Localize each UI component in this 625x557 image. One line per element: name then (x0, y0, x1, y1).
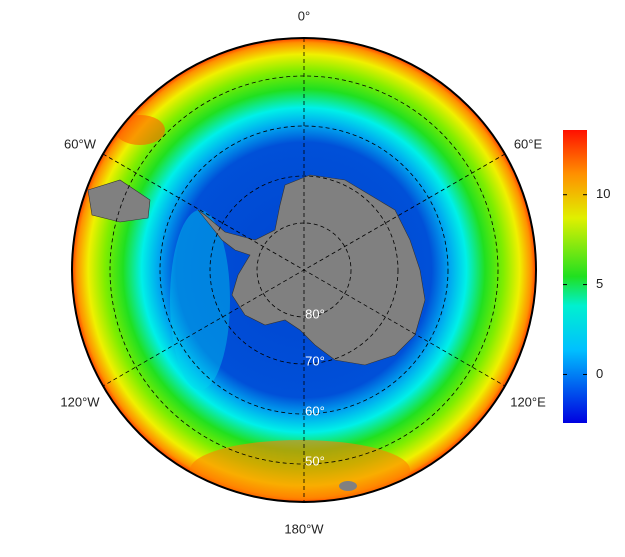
lat-circle (256, 222, 352, 318)
lat-label: 70° (305, 353, 325, 368)
lon-label: 60°W (64, 136, 97, 151)
colorbar-tick-label: 5 (596, 276, 603, 291)
lat-label: 80° (305, 306, 325, 321)
lon-label: 120°W (60, 394, 100, 409)
colorbar-tick-label: 10 (596, 186, 610, 201)
antarctica (197, 174, 426, 366)
graticule (102, 38, 506, 502)
colorbar (563, 130, 587, 423)
meridian (102, 153, 506, 387)
lat-label: 50° (305, 453, 325, 468)
lat-circle (159, 125, 449, 415)
warm-patch (115, 115, 165, 145)
colorbar-tick-label: 0 (596, 366, 603, 381)
lon-label: 60°E (514, 136, 543, 151)
lat-label: 60° (305, 403, 325, 418)
cool-patch (170, 210, 230, 390)
lon-label: 180°W (284, 521, 324, 536)
map-border (71, 37, 537, 503)
south-america (87, 179, 151, 223)
island (339, 481, 357, 491)
lon-label: 0° (298, 8, 310, 23)
lon-label: 120°E (510, 394, 546, 409)
